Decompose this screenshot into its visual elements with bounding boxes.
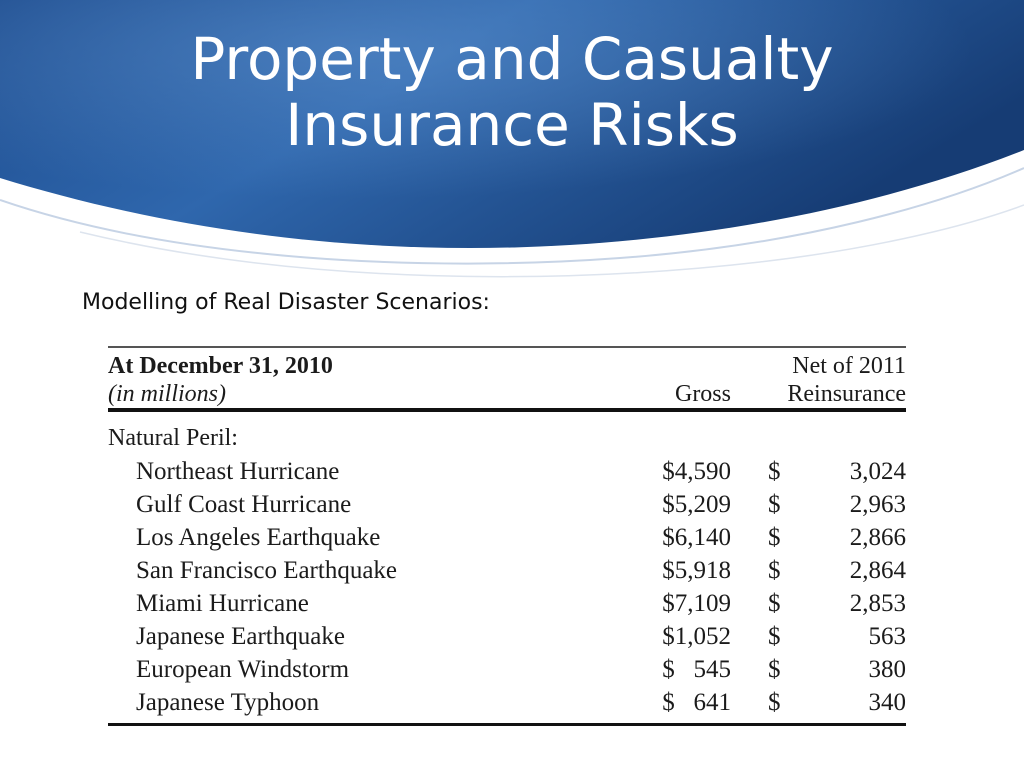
header-date: At December 31, 2010 — [108, 353, 333, 379]
gross-value: $5,918 — [662, 557, 731, 584]
peril-name: Japanese Typhoon — [136, 689, 320, 716]
column-header-gross: Gross — [674, 381, 731, 407]
column-header-net: Net of 2011 Reinsurance — [787, 352, 906, 408]
column-header-net-line-2: Reinsurance — [787, 381, 906, 407]
table-row: European Windstorm $ 545 $380 — [108, 653, 906, 686]
table-header: At December 31, 2010 (in millions) Gross… — [108, 348, 906, 408]
peril-name: Northeast Hurricane — [136, 458, 340, 485]
peril-name: Los Angeles Earthquake — [136, 524, 381, 551]
gross-value: $1,052 — [662, 623, 731, 650]
table-row: Japanese Earthquake $1,052 $563 — [108, 620, 906, 653]
table-row: Northeast Hurricane $4,590 $3,024 — [108, 455, 906, 488]
gross-value: $5,209 — [662, 491, 731, 518]
table-row: San Francisco Earthquake $5,918 $2,864 — [108, 554, 906, 587]
table-body: Northeast Hurricane $4,590 $3,024 Gulf Coas… — [108, 455, 906, 719]
header-units: (in millions) — [108, 381, 226, 407]
peril-name: European Windstorm — [136, 656, 350, 683]
disaster-scenarios-table: At December 31, 2010 (in millions) Gross… — [108, 346, 906, 726]
net-value: 2,866 — [849, 524, 906, 551]
gross-value: $6,140 — [662, 524, 731, 551]
currency-symbol: $ — [768, 689, 781, 716]
gross-value: $ 641 — [662, 689, 731, 716]
table-bottom-rule — [108, 723, 906, 726]
currency-symbol: $ — [768, 458, 781, 485]
slide-title-line-2: Insurance Risks — [285, 91, 739, 159]
peril-name: Japanese Earthquake — [136, 623, 345, 650]
peril-name: San Francisco Earthquake — [136, 557, 398, 584]
slide-title: Property and Casualty Insurance Risks — [0, 26, 1024, 158]
net-value: 2,864 — [849, 557, 906, 584]
peril-name: Gulf Coast Hurricane — [136, 491, 352, 518]
table-top-rule — [108, 346, 906, 348]
slide-subtitle: Modelling of Real Disaster Scenarios: — [82, 290, 490, 315]
currency-symbol: $ — [768, 557, 781, 584]
currency-symbol: $ — [768, 656, 781, 683]
section-label: Natural Peril: — [108, 425, 238, 451]
banner-glow — [0, 0, 1024, 248]
table-row: Japanese Typhoon $ 641 $340 — [108, 686, 906, 719]
net-value: 380 — [868, 656, 907, 683]
slide-title-line-1: Property and Casualty — [190, 25, 834, 93]
banner-swoosh-1 — [0, 167, 1024, 265]
table-header-left: At December 31, 2010 (in millions) — [108, 352, 333, 408]
currency-symbol: $ — [768, 491, 781, 518]
table-row: Gulf Coast Hurricane $5,209 $2,963 — [108, 488, 906, 521]
currency-symbol: $ — [768, 524, 781, 551]
table-header-rule — [108, 408, 906, 412]
column-header-net-line-1: Net of 2011 — [792, 353, 906, 379]
net-value: 340 — [868, 689, 907, 716]
currency-symbol: $ — [768, 590, 781, 617]
gross-value: $7,109 — [662, 590, 731, 617]
table-row: Los Angeles Earthquake $6,140 $2,866 — [108, 521, 906, 554]
net-value: 563 — [868, 623, 907, 650]
net-value: 2,963 — [849, 491, 906, 518]
table-row: Miami Hurricane $7,109 $2,853 — [108, 587, 906, 620]
gross-value: $ 545 — [662, 656, 731, 683]
net-value: 3,024 — [849, 458, 906, 485]
gross-value: $4,590 — [662, 458, 731, 485]
banner-swoosh-2 — [79, 204, 1024, 278]
title-banner — [0, 0, 1024, 278]
currency-symbol: $ — [768, 623, 781, 650]
peril-name: Miami Hurricane — [136, 590, 309, 617]
net-value: 2,853 — [849, 590, 906, 617]
